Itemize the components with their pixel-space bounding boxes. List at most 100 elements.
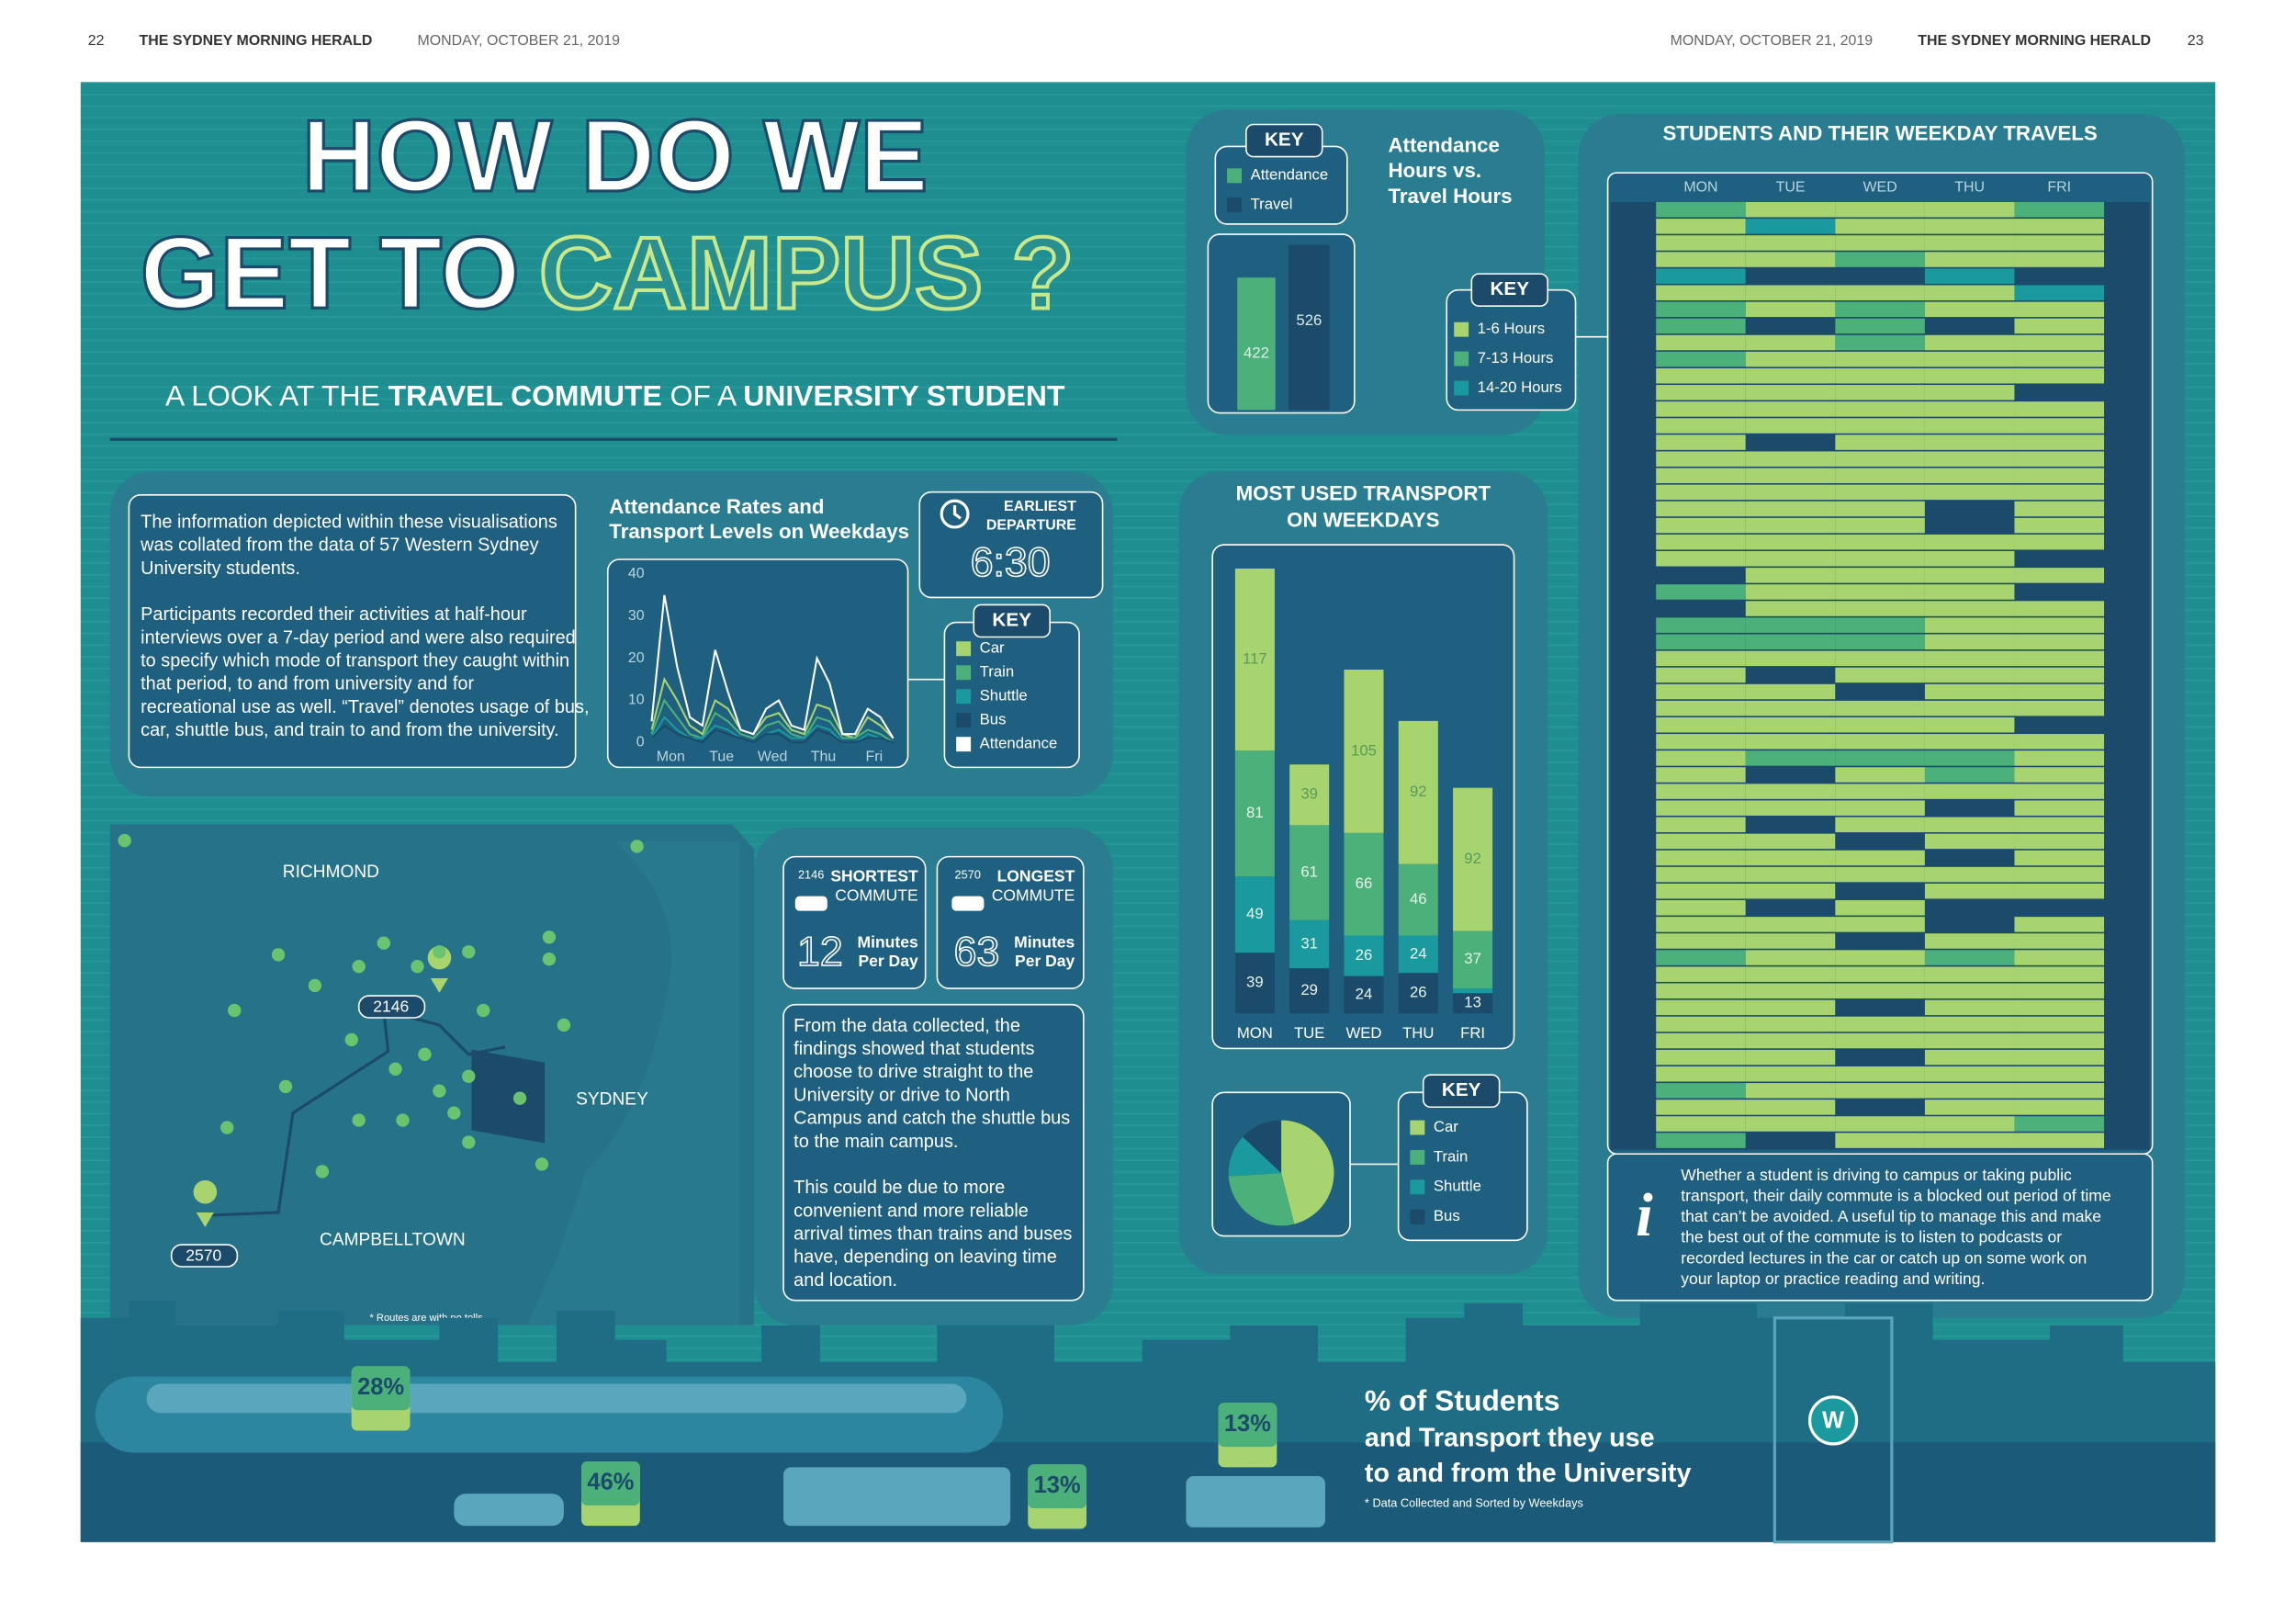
key-title: KEY: [1265, 130, 1304, 151]
heatmap-cell: [1924, 866, 2015, 883]
heatmap-cell: [1835, 219, 1925, 234]
subtitle: A LOOK AT THE TRAVEL COMMUTE OF A UNIVER…: [165, 379, 1065, 412]
map-dot: [228, 1003, 242, 1018]
heatmap-cell: [1656, 501, 1746, 517]
legend-swatch: [1454, 380, 1469, 396]
legend-swatch: [1410, 1149, 1425, 1165]
legend-swatch: [956, 713, 972, 728]
map-dot: [388, 1062, 402, 1076]
legend-label: Bus: [1434, 1207, 1460, 1224]
heatmap-cell: [1924, 534, 2015, 550]
heatmap-cell: [1924, 983, 2015, 999]
heatmap-cell: [1835, 1066, 1925, 1082]
x-tick-label: WED: [1345, 1024, 1381, 1042]
heatmap-cell: [2014, 584, 2105, 600]
chart-title: Transport Levels on Weekdays: [609, 520, 909, 543]
paragraph-line: have, depending on leaving time: [793, 1247, 1057, 1268]
segment-label: 24: [1356, 985, 1373, 1002]
segment-label: 31: [1300, 934, 1318, 952]
heatmap-cell: [1745, 418, 1836, 434]
info-box: [1606, 1153, 2154, 1302]
heatmap-cell: [1835, 1049, 1925, 1066]
heatmap-cell: [1924, 468, 2015, 484]
bar: [1237, 277, 1276, 411]
percent-label: 13%: [1224, 1411, 1271, 1437]
percent-box-top: [1218, 1403, 1277, 1448]
segment-label: 37: [1464, 950, 1481, 967]
university-building: [1773, 1316, 1894, 1544]
heatmap-cell: [1656, 750, 1746, 766]
heatmap-cell: [1924, 617, 2015, 633]
heatmap-cell: [1656, 700, 1746, 716]
legend-label: Attendance: [1251, 166, 1329, 184]
heatmap-cell: [1835, 1100, 1925, 1115]
heatmap-cell: [1656, 1116, 1746, 1132]
heatmap-cell: [2014, 451, 2105, 467]
heatmap-cell: [1835, 418, 1925, 434]
heatmap-cell: [1924, 1116, 2015, 1132]
heatmap-cell: [1745, 817, 1836, 833]
heatmap-cell: [1835, 1116, 1925, 1132]
paragraph-line: recreational use as well. “Travel” denot…: [141, 697, 589, 717]
heatmap-cell: [1745, 318, 1836, 334]
key-title-bg: [1422, 1074, 1501, 1109]
heatmap-cell: [2014, 401, 2105, 417]
bar-segment: [1344, 976, 1384, 1014]
heatmap-cell: [1924, 1049, 2015, 1066]
heatmap-cell: [1835, 401, 1925, 417]
heatmap-cell: [1656, 983, 1746, 999]
heatmap-cell: [1924, 900, 2015, 916]
heatmap-cell: [1924, 667, 2015, 683]
chart-title: Attendance: [1388, 133, 1499, 156]
series-line: [650, 698, 895, 744]
heatmap-cell: [1745, 601, 1836, 616]
heatmap-cell: [2014, 700, 2105, 716]
heatmap-cell: [1835, 434, 1925, 450]
heatmap-cell: [1924, 268, 2015, 284]
legend-label: 1-6 Hours: [1478, 320, 1545, 337]
heatmap-cell: [1835, 650, 1925, 667]
date: MONDAY, OCTOBER 21, 2019: [417, 33, 620, 49]
title-line: GET TO: [141, 216, 520, 331]
ground: [80, 1442, 2216, 1542]
heatmap-cell: [1924, 683, 2015, 700]
heatmap-cell: [1835, 983, 1925, 999]
legend-swatch: [956, 641, 972, 657]
map-dot: [352, 1113, 366, 1127]
heatmap-cell: [2014, 750, 2105, 766]
map-dot: [418, 1047, 432, 1062]
legend-label: Bus: [980, 711, 1007, 728]
heatmap-cell: [1656, 850, 1746, 866]
heatmap-cell: [1656, 950, 1746, 965]
bar-segment: [1398, 973, 1438, 1014]
heatmap-cell: [1924, 235, 2015, 251]
heatmap-cell: [1745, 301, 1836, 318]
segment-label: 24: [1410, 944, 1427, 962]
paragraph-line: was collated from the data of 57 Western…: [140, 536, 538, 556]
legend-swatch: [1410, 1120, 1425, 1135]
info-line: that can’t be avoided. A useful tip to m…: [1681, 1207, 2101, 1225]
heatmap-cell: [1924, 484, 2015, 501]
minutes: 12: [797, 930, 843, 975]
x-tick-label: THU: [1402, 1024, 1434, 1042]
heatmap-cell: [1656, 568, 1746, 583]
subtitle-part: UNIVERSITY STUDENT: [743, 379, 1065, 412]
heatmap-cell: [1745, 1032, 1836, 1049]
map-dot: [344, 1032, 358, 1047]
x-tick-label: THU: [1954, 179, 1985, 195]
pie-slice: [1281, 1120, 1334, 1224]
heatmap-cell: [2014, 434, 2105, 450]
heatmap-cell: [1924, 700, 2015, 716]
map-dot: [118, 833, 131, 848]
heatmap-cell: [1745, 716, 1836, 733]
heatmap-cell: [2014, 1016, 2105, 1032]
percent-box-top: [1028, 1464, 1087, 1509]
x-tick-label: WED: [1863, 179, 1897, 195]
segment-label: 66: [1356, 874, 1373, 892]
map-dot: [308, 978, 322, 993]
legend-swatch: [1454, 321, 1469, 337]
map-dot: [377, 936, 390, 950]
paragraph-line: convenient and more reliable: [793, 1201, 1029, 1221]
heatmap-cell: [1745, 334, 1836, 351]
heatmap-cell: [2014, 367, 2105, 384]
